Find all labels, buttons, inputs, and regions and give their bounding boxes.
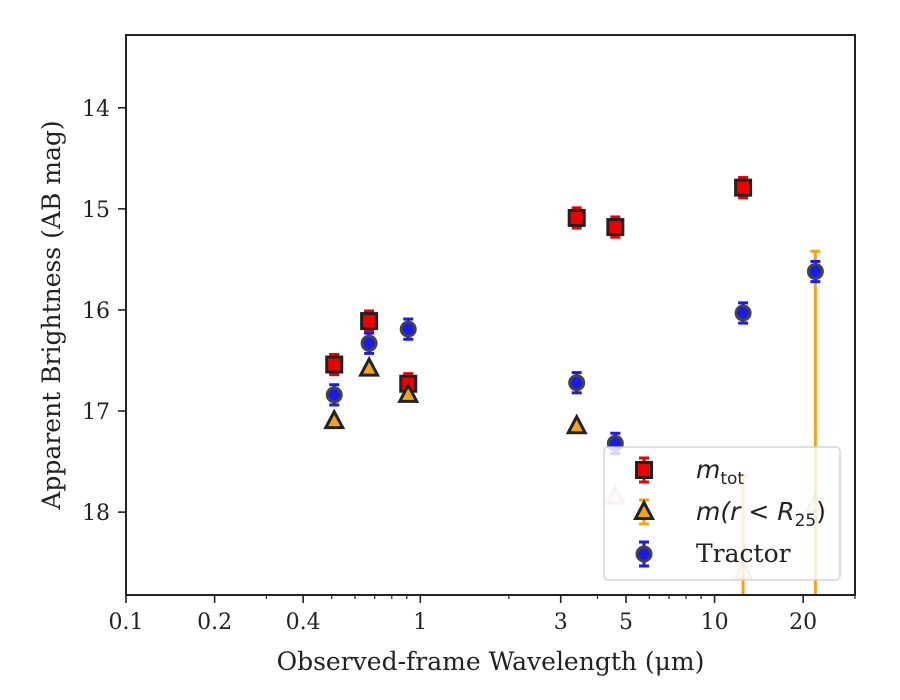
point-m-r-r25- <box>358 355 381 377</box>
x-tick-label: 3 <box>554 610 568 635</box>
x-axis-label: Observed-frame Wavelength (μm) <box>277 647 705 676</box>
x-tick-label: 10 <box>701 610 729 635</box>
legend: mtot m(r < R25) Tractor <box>603 446 841 581</box>
point-m-r-r25- <box>565 413 588 435</box>
point-tractor <box>360 334 378 352</box>
y-tick-label: 16 <box>82 299 110 324</box>
legend-label: Tractor <box>696 539 791 568</box>
y-tick-label: 14 <box>82 97 110 122</box>
point-m-r-r25- <box>323 408 346 430</box>
legend-box <box>603 446 841 581</box>
x-tick-label: 0.4 <box>286 610 321 635</box>
point-m-r-r25- <box>397 382 420 403</box>
point-tractor <box>734 304 752 322</box>
point-m-tot <box>567 208 586 227</box>
point-tractor <box>399 320 417 338</box>
point-m-tot <box>606 218 625 237</box>
x-tick-label: 0.2 <box>197 610 232 635</box>
point-m-tot <box>325 355 344 374</box>
y-tick-label: 17 <box>82 400 110 425</box>
legend-label: mtot <box>696 455 744 489</box>
x-tick-label: 20 <box>789 610 817 635</box>
y-tick-label: 18 <box>82 501 110 526</box>
point-m-tot <box>360 312 379 331</box>
x-tick-label: 0.1 <box>109 610 144 635</box>
x-tick-label: 1 <box>413 610 427 635</box>
legend-marker-m-tot <box>635 461 653 479</box>
y-axis-label: Apparent Brightness (AB mag) <box>37 120 66 510</box>
x-tick-label: 5 <box>619 610 633 635</box>
plot-frame <box>125 34 856 596</box>
axis-ticks: 0.1 0.2 0.4 1 3 5 10 20 14 15 16 17 18 <box>82 97 856 635</box>
y-tick-label: 15 <box>82 198 110 223</box>
point-tractor <box>568 374 586 392</box>
point-tractor <box>325 386 343 404</box>
legend-marker-tractor <box>635 545 653 563</box>
point-tractor <box>806 263 824 281</box>
point-m-tot <box>734 178 753 197</box>
legend-marker-m-r-r25- <box>633 499 655 520</box>
legend-label: m(r < R25) <box>696 497 826 531</box>
